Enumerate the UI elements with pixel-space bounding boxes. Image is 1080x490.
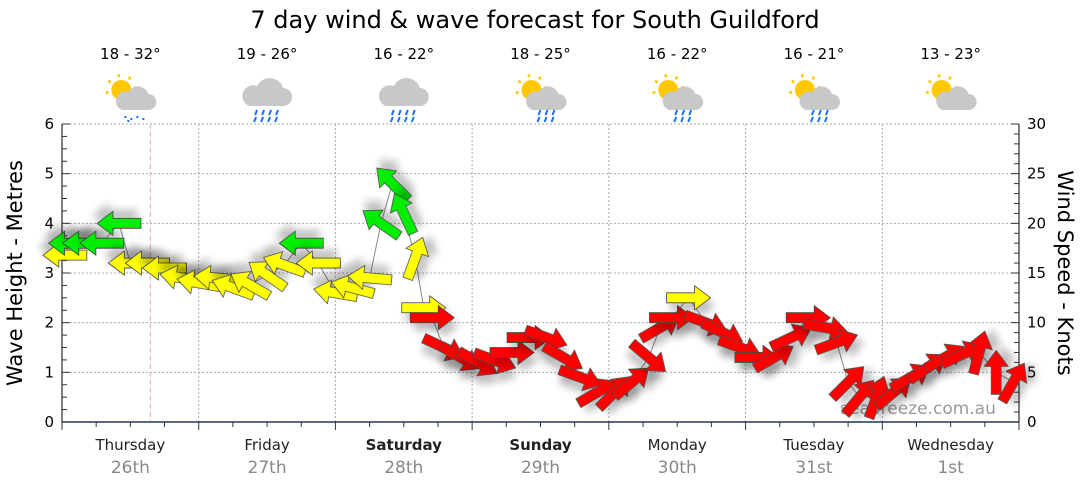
y-tick-right: 10: [1027, 314, 1046, 332]
wind-arrow: [141, 255, 187, 281]
day-temp-range: 16 - 22°: [373, 45, 434, 63]
wind-arrow: [96, 210, 142, 237]
wind-arrow: [557, 364, 602, 392]
wind-arrow: [124, 250, 170, 276]
wind-arrow: [802, 316, 848, 342]
wind-arrow: [649, 304, 695, 331]
rain-cloud-icon: [242, 78, 293, 123]
wind-arrow: [768, 323, 812, 352]
sun-cloud-showers-icon: [515, 74, 567, 123]
y-axis-right-label: Wind Speed - Knots: [1053, 170, 1077, 375]
wind-arrow: [295, 250, 341, 276]
day-date-label: 29th: [521, 458, 560, 478]
y-tick-right: 15: [1027, 264, 1046, 282]
wind-arrow: [230, 271, 273, 301]
wind-arrow: [389, 192, 419, 236]
wind-arrow: [997, 362, 1028, 405]
wind-arrow: [376, 167, 413, 204]
wind-arrow: [813, 328, 859, 356]
day-name-label: Saturday: [366, 436, 443, 454]
wind-arrow: [278, 230, 324, 256]
day-temp-range: 13 - 23°: [920, 45, 981, 63]
day-date-label: 30th: [658, 458, 697, 478]
y-tick-left: 6: [44, 115, 54, 133]
wind-arrow: [248, 261, 289, 293]
y-tick-right: 5: [1027, 363, 1037, 381]
y-tick-left: 0: [44, 413, 54, 431]
day-name-label: Wednesday: [907, 436, 994, 454]
sun-cloud-drizzle-icon: [105, 74, 157, 122]
day-date-label: 28th: [384, 458, 423, 478]
day-date-label: 1st: [937, 458, 964, 478]
day-name-label: Monday: [648, 436, 707, 454]
day-temp-range: 16 - 22°: [647, 45, 708, 63]
sun-cloud-icon: [925, 74, 977, 110]
y-tick-right: 0: [1027, 413, 1037, 431]
y-tick-left: 5: [44, 165, 54, 183]
chart-title: 7 day wind & wave forecast for South Gui…: [250, 6, 819, 34]
day-temp-range: 19 - 26°: [237, 45, 298, 63]
wind-arrow: [983, 349, 1010, 395]
y-tick-right: 20: [1027, 214, 1046, 232]
axes: Thursday 26th Friday 27th Saturday 28th Sunday…: [44, 115, 1046, 478]
wind-arrow: [402, 236, 430, 281]
day-date-label: 26th: [111, 458, 150, 478]
sun-cloud-showers-icon: [788, 74, 840, 123]
wind-arrow: [840, 379, 875, 418]
wind-arrow: [828, 366, 865, 402]
wind-arrow: [409, 304, 455, 331]
wave-height-line: [64, 182, 1014, 398]
wind-arrow: [489, 339, 535, 366]
day-name-label: Sunday: [509, 436, 572, 454]
day-date-label: 27th: [248, 458, 287, 478]
day-temp-range: 18 - 25°: [510, 45, 571, 63]
wind-arrow: [863, 375, 891, 421]
wind-arrow: [330, 274, 376, 299]
y-tick-right: 30: [1027, 115, 1046, 133]
y-tick-left: 3: [44, 264, 54, 282]
sun-cloud-showers-icon: [652, 74, 704, 123]
day-name-label: Thursday: [94, 436, 165, 454]
day-date-label: 31st: [795, 458, 832, 478]
watermark: seabreeze.com.au: [840, 399, 996, 419]
day-temp-range: 16 - 21°: [784, 45, 845, 63]
wind-arrow: [347, 264, 393, 291]
daily-forecast-header: 18 - 32° 19 - 26° 16 - 22° 18 - 25° 16 - 22°…: [100, 45, 981, 123]
y-tick-left: 4: [44, 214, 54, 232]
wind-arrow: [79, 230, 125, 256]
wind-arrow: [628, 338, 667, 373]
y-tick-left: 2: [44, 314, 54, 332]
y-tick-left: 1: [44, 363, 54, 381]
wind-arrow: [362, 209, 403, 241]
day-name-label: Friday: [244, 436, 290, 454]
day-name-label: Tuesday: [782, 436, 844, 454]
rain-cloud-icon: [379, 78, 429, 123]
wind-arrow: [611, 367, 650, 401]
wind-arrow: [968, 330, 993, 376]
y-tick-right: 25: [1027, 165, 1046, 183]
wind-arrow: [666, 285, 712, 311]
y-axis-left-label: Wave Height - Metres: [3, 160, 27, 386]
day-temp-range: 18 - 32°: [100, 45, 161, 63]
wind-arrows: [42, 167, 1028, 421]
